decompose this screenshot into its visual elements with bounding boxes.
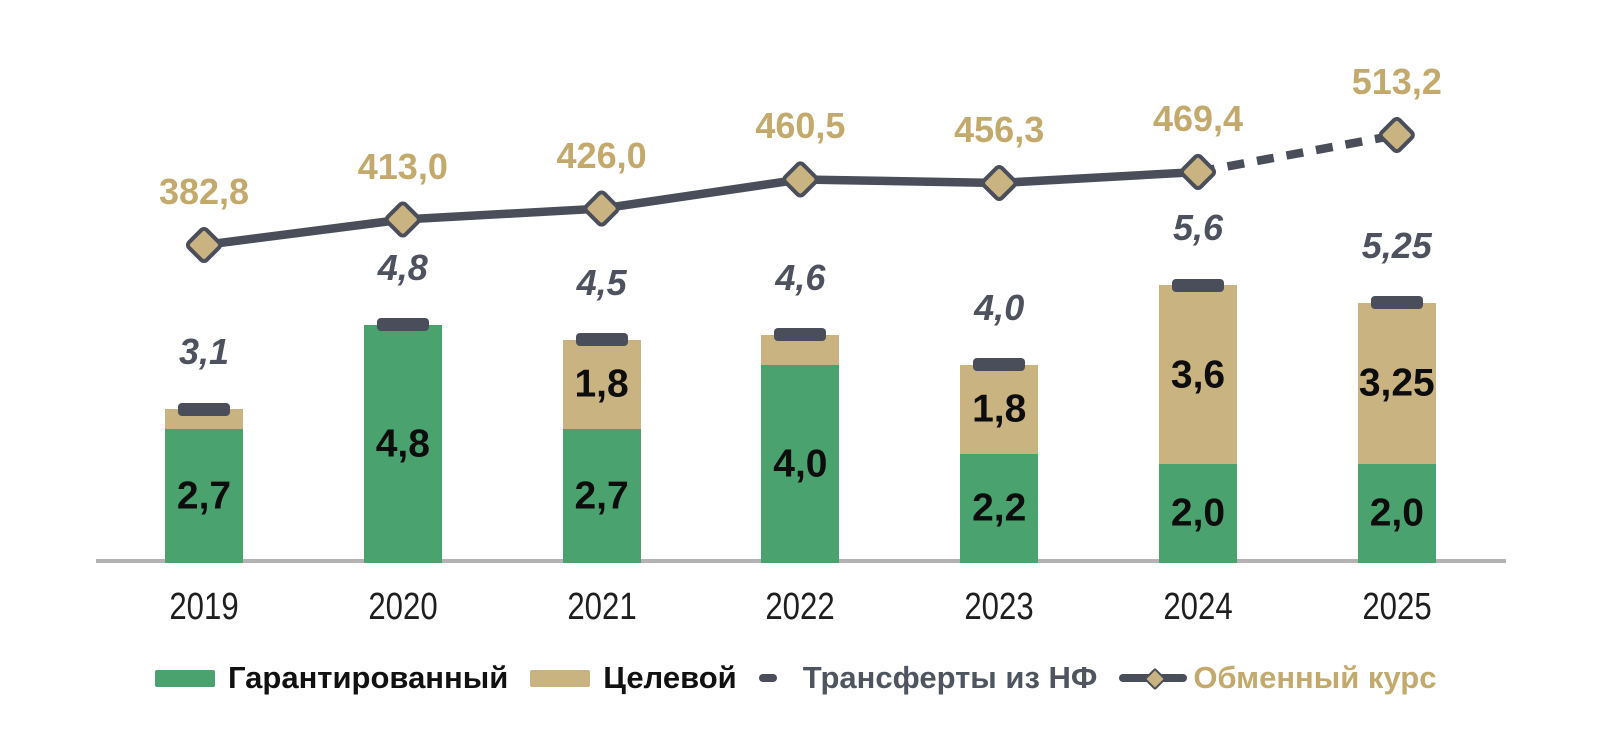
bar-segment-target-2023 xyxy=(960,364,1039,454)
rate-diamond-marker-2024 xyxy=(1179,153,1217,190)
total-label-2023: 4,0 xyxy=(974,286,1025,328)
legend: Гарантированный Целевой Трансферты из НФ… xyxy=(155,658,1436,698)
total-label-2022: 4,6 xyxy=(775,256,826,298)
rate-label-2019: 382,8 xyxy=(158,171,250,212)
total-label-2025: 5,25 xyxy=(1361,224,1432,266)
rate-label-2021: 426,0 xyxy=(556,134,647,176)
bar-segment-guaranteed-2020 xyxy=(363,324,442,563)
transfers-marker-2025 xyxy=(1370,296,1423,310)
rate-label-2022: 460,5 xyxy=(755,105,846,147)
rate-diamond-marker-2019 xyxy=(185,226,223,264)
bar-label-target-2024: 3,6 xyxy=(1170,353,1226,397)
rate-label-2024: 469,4 xyxy=(1152,97,1244,139)
rate-diamond-marker-2022 xyxy=(782,161,819,198)
transfers-marker-2021 xyxy=(575,333,628,347)
rate-label-2025: 513,2 xyxy=(1351,60,1442,102)
bar-label-guaranteed-2024: 2,0 xyxy=(1170,491,1226,535)
x-axis-label-2020: 2020 xyxy=(368,586,438,628)
guaranteed-swatch-icon xyxy=(155,669,215,687)
bar-label-target-2021: 1,8 xyxy=(574,362,629,406)
transfers-marker-2019 xyxy=(178,402,230,416)
rate-label-2023: 456,3 xyxy=(954,108,1045,150)
transfers-marker-2024 xyxy=(1172,278,1224,292)
rate-diamond-marker-2020 xyxy=(384,201,421,238)
legend-label-exchange-rate: Обменный курс xyxy=(1193,660,1437,695)
x-axis-label-2025: 2025 xyxy=(1362,586,1432,628)
total-label-2024: 5,6 xyxy=(1172,207,1224,249)
legend-item-exchange-rate: Обменный курс xyxy=(1119,660,1436,696)
total-label-2021: 4,5 xyxy=(576,261,627,303)
legend-item-target: Целевой xyxy=(530,660,737,696)
bar-label-guaranteed-2019: 2,7 xyxy=(176,474,232,518)
bar-segment-guaranteed-2021 xyxy=(562,429,641,563)
legend-item-guaranteed: Гарантированный xyxy=(155,660,508,696)
legend-label-transfers: Трансферты из НФ xyxy=(802,660,1098,695)
bar-label-guaranteed-2025: 2,0 xyxy=(1369,491,1424,535)
bar-label-target-2023: 1,8 xyxy=(972,387,1027,431)
target-swatch-icon xyxy=(530,669,591,687)
bar-segment-guaranteed-2023 xyxy=(960,453,1039,563)
rate-diamond-marker-2025 xyxy=(1378,116,1415,154)
total-label-2020: 4,8 xyxy=(377,246,428,288)
rate-label-2020: 413,0 xyxy=(357,145,448,187)
bar-segment-target-2021 xyxy=(562,339,641,430)
exchange-rate-line-icon xyxy=(1119,667,1188,691)
bar-segment-target-2025 xyxy=(1357,302,1436,464)
bar-label-target-2025: 3,25 xyxy=(1358,361,1435,405)
x-axis-label-2021: 2021 xyxy=(566,586,637,628)
total-label-2019: 3,1 xyxy=(178,331,230,373)
x-axis-label-2019: 2019 xyxy=(169,586,239,628)
bar-segment-guaranteed-2024 xyxy=(1159,463,1237,563)
rate-diamond-marker-2023 xyxy=(981,164,1018,202)
bar-label-guaranteed-2022: 4,0 xyxy=(773,442,828,486)
bar-label-guaranteed-2020: 4,8 xyxy=(375,422,430,466)
bar-segment-guaranteed-2019 xyxy=(165,429,243,563)
bar-segment-target-2024 xyxy=(1159,285,1237,464)
bar-label-guaranteed-2021: 2,7 xyxy=(574,474,629,518)
x-axis-label-2023: 2023 xyxy=(964,586,1034,628)
transfers-marker-2022 xyxy=(774,328,827,342)
x-axis-label-2022: 2022 xyxy=(765,586,836,628)
bar-label-guaranteed-2023: 2,2 xyxy=(972,486,1027,530)
transfers-marker-2020 xyxy=(376,318,429,332)
bar-segment-guaranteed-2022 xyxy=(761,364,840,563)
transfers-dash-icon xyxy=(758,674,777,682)
x-axis-label-2024: 2024 xyxy=(1163,586,1233,628)
legend-label-guaranteed: Гарантированный xyxy=(228,660,509,695)
legend-item-transfers: Трансферты из НФ xyxy=(758,660,1098,696)
bar-segment-guaranteed-2025 xyxy=(1357,463,1436,563)
rate-diamond-marker-2021 xyxy=(583,190,620,227)
legend-label-target: Целевой xyxy=(603,660,737,695)
transfers-marker-2023 xyxy=(973,358,1026,372)
